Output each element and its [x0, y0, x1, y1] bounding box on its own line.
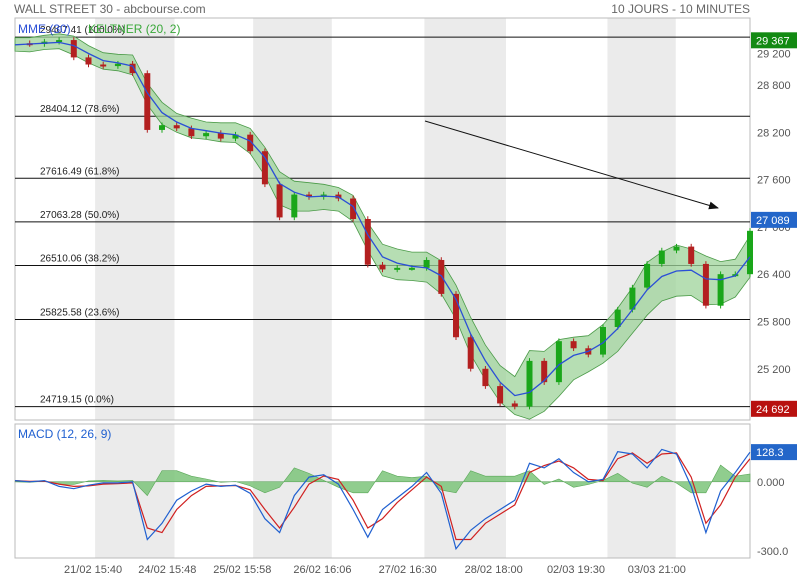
fib-label: 25825.58 (23.6%): [40, 307, 120, 318]
candle-body: [394, 267, 401, 270]
candle-body: [379, 264, 386, 270]
candle-body: [408, 267, 415, 270]
price-badge-label: 27 089: [756, 215, 790, 227]
candle-body: [144, 73, 151, 130]
day-shade: [253, 18, 332, 420]
candle-body: [247, 134, 254, 152]
macd-signal-line: [14, 452, 751, 541]
candle-body: [673, 246, 680, 251]
macd-y-tick-label: -300.0: [757, 546, 788, 558]
candle-body: [261, 151, 268, 185]
candle-body: [291, 194, 298, 218]
macd-badge-label: 128.3: [756, 447, 784, 459]
price-badge: [751, 32, 797, 49]
candle-body: [350, 198, 357, 219]
fib-label: 26510.06 (38.2%): [40, 254, 120, 265]
price-badge: [751, 211, 797, 228]
candle-body: [511, 403, 518, 407]
candle-body: [688, 246, 695, 264]
price-badge-label: 24 692: [756, 404, 790, 416]
price-badge: [751, 400, 797, 417]
trend-arrow: [424, 120, 719, 210]
y-tick-label: 26 400: [757, 269, 791, 281]
macd-badge: [751, 444, 797, 461]
candle-body: [453, 293, 459, 338]
y-tick-label: 27 600: [757, 175, 791, 187]
candle-body: [658, 250, 665, 264]
x-tick-label: 02/03 19:30: [547, 564, 605, 576]
candle-body: [364, 219, 371, 265]
fib-label: 27616.49 (61.8%): [40, 166, 120, 177]
day-shade: [424, 424, 506, 558]
x-tick-label: 25/02 15:58: [213, 564, 271, 576]
y-tick-label: 25 200: [757, 364, 791, 376]
candle-body: [85, 57, 92, 65]
candle-body: [173, 125, 180, 129]
candle-body: [570, 341, 577, 349]
y-tick-label: 28 200: [757, 127, 791, 139]
candle-body: [276, 184, 283, 218]
candle-body: [129, 63, 136, 74]
macd-panel-frame: [14, 423, 751, 559]
legend-keltner: KELTNER (20, 2): [88, 22, 180, 36]
chart-title: WALL STREET 30 - abcbourse.com: [14, 2, 206, 16]
candle-body: [306, 194, 312, 197]
candle-body: [217, 133, 224, 139]
candle-body: [100, 64, 107, 67]
candle-body: [203, 133, 210, 137]
candle-body: [541, 360, 548, 383]
legend-macd: MACD (12, 26, 9): [18, 427, 111, 441]
fib-label: 27063.28 (50.0%): [40, 210, 120, 221]
price-panel-frame: [14, 17, 751, 421]
candle-body: [56, 40, 63, 43]
y-tick-label: 28 800: [757, 80, 791, 92]
period-label[interactable]: 10 JOURS - 10 MINUTES: [611, 2, 750, 16]
macd-line: [14, 448, 751, 551]
candle-body: [600, 326, 606, 355]
price-badge-label: 29 367: [756, 35, 790, 47]
candle-body: [467, 337, 474, 369]
candle-body: [629, 287, 636, 310]
candle-body: [555, 341, 562, 383]
candle-body: [232, 134, 239, 139]
x-tick-label: 27/02 16:30: [379, 564, 437, 576]
x-tick-label: 28/02 18:00: [465, 564, 523, 576]
day-shade: [424, 18, 506, 420]
candle-body: [526, 360, 533, 407]
fib-label: 24719.15 (0.0%): [40, 395, 114, 406]
legend-mme: MME (30): [18, 22, 71, 36]
mme-line: [14, 41, 751, 397]
macd-histogram: [14, 464, 751, 497]
x-tick-label: 24/02 15:48: [138, 564, 196, 576]
candle-body: [70, 40, 77, 58]
candle-body: [644, 263, 651, 288]
x-tick-label: 03/03 21:00: [628, 564, 686, 576]
candle-body: [114, 63, 121, 67]
candle-body: [747, 230, 753, 275]
day-shade: [607, 424, 676, 558]
day-shade: [95, 18, 175, 420]
candle-body: [188, 128, 195, 137]
candle-body: [497, 386, 504, 404]
candle-body: [423, 259, 430, 268]
macd-y-tick-label: 0.000: [757, 477, 785, 489]
candle-body: [482, 368, 489, 387]
y-tick-label: 29 200: [757, 48, 791, 60]
candle-body: [702, 263, 709, 306]
x-tick-label: 26/02 16:06: [293, 564, 351, 576]
candle-body: [717, 274, 724, 306]
day-shade: [607, 18, 676, 420]
fib-label: 28404.12 (78.6%): [40, 104, 120, 115]
fib-label: 29407.41 (100.0%): [40, 25, 125, 36]
y-tick-label: 25 800: [757, 316, 791, 328]
candle-body: [614, 309, 621, 327]
candle-body: [159, 125, 165, 130]
x-tick-label: 21/02 15:40: [64, 564, 122, 576]
